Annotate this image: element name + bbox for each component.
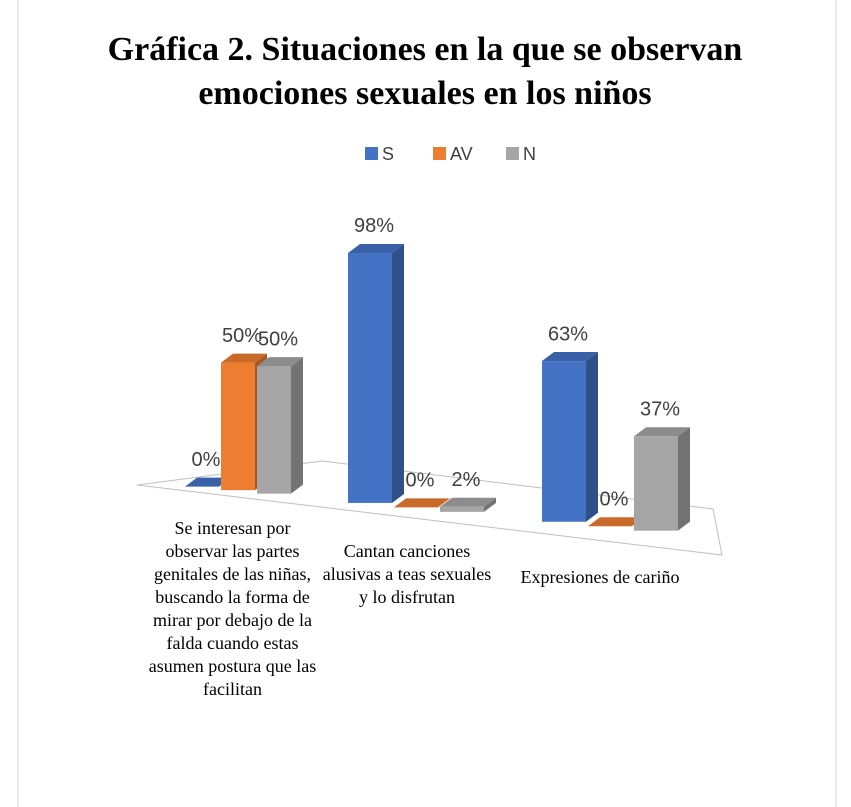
- value-label: 98%: [354, 215, 394, 237]
- value-label: 0%: [600, 489, 629, 511]
- bar-side: [678, 427, 690, 531]
- value-label: 50%: [258, 328, 298, 350]
- value-label: 2%: [452, 469, 481, 491]
- legend-label: S: [382, 144, 394, 164]
- bar-side: [586, 352, 598, 522]
- legend-swatch: [433, 147, 446, 160]
- legend-label: N: [523, 144, 536, 164]
- value-label: 0%: [192, 449, 221, 471]
- value-label: 37%: [640, 399, 680, 421]
- bar-side: [484, 497, 496, 512]
- bar-side: [392, 243, 404, 503]
- bar: [348, 252, 392, 503]
- bar: [542, 361, 586, 522]
- bar: [440, 506, 484, 512]
- bar-side: [291, 357, 303, 494]
- legend-swatch: [506, 147, 519, 160]
- value-label: 50%: [222, 325, 262, 347]
- bar: [634, 436, 678, 531]
- legend-swatch: [365, 147, 378, 160]
- bar-top: [440, 497, 496, 507]
- bar-top: [394, 498, 450, 508]
- bar-top: [634, 427, 690, 437]
- bar-top: [588, 517, 644, 527]
- value-label: 0%: [406, 470, 435, 492]
- x-tick-label: Expresiones de cariño: [520, 567, 680, 587]
- bar-top: [257, 357, 303, 367]
- chart-title: Gráfica 2. Situaciones en la que se obse…: [107, 31, 743, 112]
- x-tick-label: Cantan canciones alusivas a teas sexuale…: [322, 541, 492, 607]
- value-label: 63%: [548, 323, 588, 345]
- frame: [17, 0, 837, 807]
- legend-label: AV: [450, 144, 473, 164]
- bar-top: [185, 477, 231, 487]
- bar: [221, 362, 255, 491]
- bar-top: [348, 243, 404, 253]
- bar-top: [221, 353, 267, 363]
- bar-top: [542, 352, 598, 362]
- bar: [257, 366, 291, 494]
- x-tick-label: Se interesan por observar las partes gen…: [148, 518, 317, 699]
